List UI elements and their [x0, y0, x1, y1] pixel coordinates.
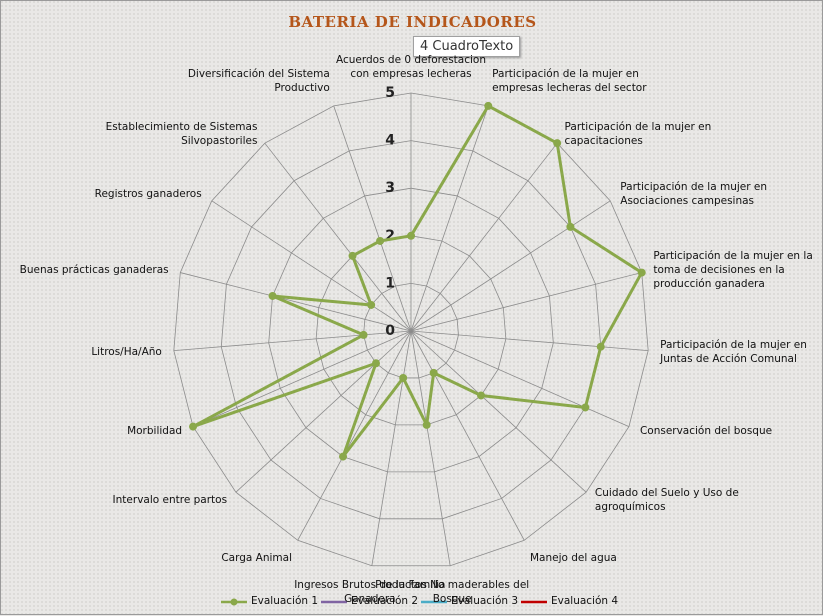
y-tick-label: 2 [385, 228, 395, 244]
data-point [268, 291, 277, 300]
axis-spoke [333, 105, 412, 332]
axis-spoke [192, 330, 412, 427]
category-label: Ingresos Brutos de la Familia Ganadera [294, 578, 446, 605]
data-point [376, 236, 385, 245]
data-point [348, 251, 357, 260]
category-label: Acuerdos de 0 deforestacion con empresas… [336, 54, 486, 80]
data-point [553, 139, 562, 148]
axis-spoke [410, 330, 649, 352]
category-label: Participación de la mujer en empresas le… [492, 67, 647, 94]
axis-spoke [264, 142, 412, 332]
y-tick-label: 1 [385, 275, 395, 291]
axis-spoke [180, 272, 412, 332]
axis-spoke [235, 330, 412, 493]
category-label: Registros ganaderos [94, 188, 202, 201]
data-point [371, 359, 380, 368]
category-label: Participación de la mujer en la toma de … [653, 249, 813, 290]
legend-label: Evaluación 3 [451, 595, 519, 607]
axis-spoke [410, 272, 642, 332]
grid-line [173, 92, 649, 567]
data-point [596, 342, 605, 351]
category-label: Participación de la mujer en capacitacio… [564, 120, 712, 147]
data-point [429, 368, 438, 377]
category-label: Conservación del bosque [639, 425, 773, 438]
category-label: Establecimiento de Sistemas Silvopastori… [105, 120, 258, 147]
axis-spoke [211, 200, 412, 332]
axis-spoke [410, 330, 525, 541]
data-point [407, 231, 415, 240]
axis-spoke [410, 330, 451, 566]
category-label: Productos No maderables del Bosque [375, 578, 530, 605]
category-label: Buenas prácticas ganaderas [19, 263, 169, 276]
category-label: Intervalo entre partos [112, 494, 228, 507]
data-point [399, 373, 408, 382]
data-point [189, 422, 198, 431]
y-tick-label: 0 [385, 323, 395, 339]
legend-marker [230, 598, 238, 606]
legend-label: Evaluación 4 [551, 595, 619, 607]
category-label: Carga Animal [221, 551, 292, 564]
axis-spoke [371, 330, 412, 566]
tooltip: 4 CuadroTexto [413, 36, 521, 57]
category-label: Litros/Ha/Año [91, 345, 162, 358]
grid-line [220, 140, 602, 520]
data-point [422, 420, 431, 429]
axis-spoke [410, 330, 630, 427]
data-point [477, 391, 486, 400]
y-tick-label: 3 [385, 180, 395, 196]
axis-spoke [410, 142, 558, 332]
axis-spoke [297, 330, 412, 541]
y-tick-label: 4 [385, 133, 395, 149]
axis-spoke [173, 330, 412, 352]
grid-line [268, 187, 554, 473]
data-point [566, 222, 575, 231]
data-point [484, 101, 493, 110]
category-label: Diversificación del Sistema Productivo [187, 67, 330, 94]
legend-label: Evaluación 1 [251, 595, 319, 607]
legend-label: Evaluación 2 [351, 595, 419, 607]
category-label: Cuidado del Suelo y Uso de agroquímicos [594, 487, 739, 514]
category-label: Participación de la mujer en Juntas de A… [660, 338, 807, 365]
data-point [359, 330, 368, 339]
data-point [367, 300, 376, 309]
axis-spoke [410, 105, 489, 332]
category-label: Manejo del agua [529, 551, 617, 564]
axis-spoke [410, 200, 611, 332]
data-point [339, 452, 348, 461]
chart-title: BATERIA DE INDICADORES [288, 13, 537, 31]
data-point [637, 268, 646, 277]
series-line [191, 104, 644, 459]
data-point [581, 403, 590, 412]
grid-line [315, 235, 507, 426]
category-label: Participación de la mujer en Asociacione… [620, 181, 768, 208]
category-label: Morbilidad [127, 425, 183, 438]
axis-spoke [410, 330, 587, 493]
y-tick-label: 5 [385, 85, 395, 101]
